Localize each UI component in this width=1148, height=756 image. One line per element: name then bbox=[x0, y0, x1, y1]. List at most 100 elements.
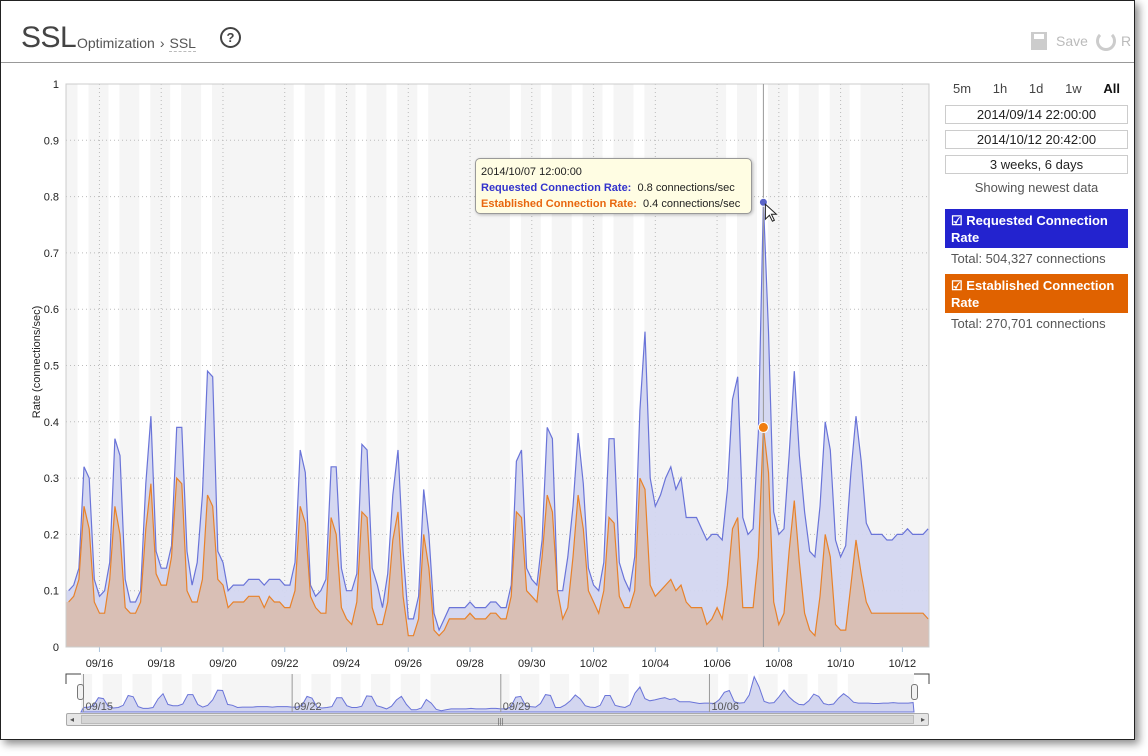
navigator-label: 09/15 bbox=[85, 701, 113, 713]
x-tick-label: 09/28 bbox=[456, 658, 484, 670]
y-tick-label: 0.5 bbox=[44, 361, 59, 373]
rate-chart[interactable]: 0 0.1 0.2 0.3 0.4 0.5 0.6 0.7 0.8 0.9 1 09/16 09/18 0… bbox=[1, 1, 941, 740]
scrollbar-thumb[interactable]: ||| bbox=[81, 715, 914, 726]
ssl-report-window: SSL Optimization › SSL ? Save R 0 0.1 0.2 0.3… bbox=[0, 0, 1135, 740]
weekday-band bbox=[787, 84, 799, 647]
y-tick-label: 0.7 bbox=[44, 248, 59, 260]
x-tick-label: 10/08 bbox=[765, 658, 793, 670]
save-button[interactable]: Save bbox=[1056, 33, 1088, 49]
status-text: Showing newest data bbox=[974, 180, 1099, 195]
legend-established-connection-rate[interactable]: ☑ Established Connection Rate bbox=[945, 274, 1128, 313]
zoom-buttons: 5m 1h 1d 1w All bbox=[945, 79, 1128, 99]
help-icon[interactable]: ? bbox=[220, 27, 241, 48]
x-tick-label: 09/26 bbox=[395, 658, 423, 670]
navigator-label: 09/22 bbox=[294, 701, 322, 713]
x-tick-label: 09/18 bbox=[147, 658, 175, 670]
tooltip-row-requested: Requested Connection Rate: 0.8 connectio… bbox=[481, 180, 751, 196]
zoom-5m-button[interactable]: 5m bbox=[953, 81, 972, 96]
navigator-range-outline bbox=[65, 673, 930, 684]
navigator-band bbox=[151, 674, 163, 712]
weekday-band bbox=[77, 84, 89, 647]
y-tick-label: 0.8 bbox=[44, 192, 59, 204]
start-time-field[interactable]: 2014/09/14 22:00:00 bbox=[945, 105, 1128, 124]
chart-tooltip: 2014/10/07 12:00:00 Requested Connection… bbox=[475, 158, 752, 214]
navigator-band bbox=[420, 674, 431, 712]
grip-icon: ||| bbox=[497, 717, 504, 726]
x-tick-label: 10/06 bbox=[703, 658, 731, 670]
tooltip-value: 0.8 connections/sec bbox=[637, 182, 735, 194]
weekday-band bbox=[849, 84, 861, 647]
zoom-all-button[interactable]: All bbox=[1103, 81, 1120, 96]
tooltip-time: 2014/10/07 12:00:00 bbox=[481, 166, 582, 178]
navigator-band bbox=[628, 674, 640, 712]
navigator-band bbox=[390, 674, 401, 712]
y-tick-label: 1 bbox=[53, 79, 59, 91]
x-tick-label: 10/04 bbox=[642, 658, 670, 670]
legend-total: Total: 504,327 connections bbox=[951, 251, 1106, 266]
zoom-1d-button[interactable]: 1d bbox=[1028, 81, 1044, 96]
navigator-band bbox=[181, 674, 193, 712]
x-tick-label: 09/24 bbox=[333, 658, 361, 670]
scroll-right-arrow-icon[interactable]: ▸ bbox=[920, 715, 925, 724]
weekday-band bbox=[355, 84, 367, 647]
navigator-band bbox=[539, 674, 550, 712]
x-tick-label: 10/12 bbox=[889, 658, 917, 670]
breadcrumb: Optimization › SSL bbox=[77, 35, 196, 52]
zoom-1h-button[interactable]: 1h bbox=[992, 81, 1008, 96]
established-highlight-point bbox=[757, 421, 769, 433]
tooltip-label: Requested Connection Rate: bbox=[481, 182, 632, 194]
breadcrumb-optimization[interactable]: Optimization bbox=[77, 35, 155, 51]
tooltip-label: Established Connection Rate: bbox=[481, 198, 637, 210]
navigator-right-handle[interactable] bbox=[911, 684, 918, 700]
navigator-band bbox=[807, 674, 819, 712]
y-tick-label: 0.6 bbox=[44, 304, 59, 316]
navigator-left-handle[interactable] bbox=[77, 684, 84, 700]
x-tick-label: 09/16 bbox=[86, 658, 114, 670]
end-time-field[interactable]: 2014/10/12 20:42:00 bbox=[945, 130, 1128, 149]
x-tick-label: 10/02 bbox=[580, 658, 608, 670]
weekday-band bbox=[726, 84, 738, 647]
legend-total: Total: 270,701 connections bbox=[951, 316, 1106, 331]
tooltip-value: 0.4 connections/sec bbox=[642, 198, 741, 210]
series-area-requested bbox=[66, 202, 929, 647]
y-tick-label: 0.4 bbox=[44, 417, 59, 429]
plot-border bbox=[65, 83, 930, 648]
x-tick-label: 09/20 bbox=[209, 658, 237, 670]
revert-icon bbox=[1096, 31, 1116, 51]
navigator-scrollbar[interactable]: ◂ ||| ▸ bbox=[66, 713, 929, 726]
zoom-1w-button[interactable]: 1w bbox=[1065, 81, 1082, 96]
series-area-established bbox=[66, 427, 929, 647]
weekday-band bbox=[818, 84, 830, 647]
x-tick-label: 09/30 bbox=[518, 658, 546, 670]
navigator-band bbox=[509, 674, 521, 712]
navigator-label: 10/06 bbox=[711, 701, 739, 713]
weekday-band bbox=[108, 84, 120, 647]
duration-field[interactable]: 3 weeks, 6 days bbox=[945, 155, 1128, 174]
legend-requested-connection-rate[interactable]: ☑ Requested Connection Rate bbox=[945, 209, 1128, 248]
page-title: SSL bbox=[21, 21, 77, 54]
y-tick-label: 0.1 bbox=[44, 586, 59, 598]
legend-label: Requested Connection Rate bbox=[951, 213, 1108, 245]
navigator-band bbox=[330, 674, 342, 712]
tooltip-row-established: Established Connection Rate: 0.4 connect… bbox=[481, 196, 751, 212]
weekday-band bbox=[386, 84, 398, 647]
checkbox-checked-icon[interactable]: ☑ bbox=[951, 213, 963, 228]
y-tick-label: 0.2 bbox=[44, 529, 59, 541]
x-tick-label: 10/10 bbox=[827, 658, 855, 670]
y-tick-label: 0.9 bbox=[44, 135, 59, 147]
y-axis-label: Rate (connections/sec) bbox=[31, 305, 43, 419]
breadcrumb-ssl[interactable]: SSL bbox=[169, 35, 196, 52]
navigator-band bbox=[598, 674, 610, 712]
weekday-band bbox=[509, 84, 521, 647]
revert-button[interactable]: R bbox=[1121, 33, 1132, 49]
navigator-band bbox=[569, 674, 580, 712]
scroll-left-arrow-icon[interactable]: ◂ bbox=[70, 715, 75, 724]
navigator-band bbox=[121, 674, 133, 712]
breadcrumb-separator-icon: › bbox=[159, 35, 165, 51]
y-tick-label: 0 bbox=[53, 642, 59, 654]
legend-label: Established Connection Rate bbox=[951, 278, 1115, 310]
checkbox-checked-icon[interactable]: ☑ bbox=[951, 278, 963, 293]
save-icon bbox=[1031, 32, 1047, 50]
series-line-requested bbox=[68, 202, 929, 632]
weekday-band bbox=[170, 84, 182, 647]
